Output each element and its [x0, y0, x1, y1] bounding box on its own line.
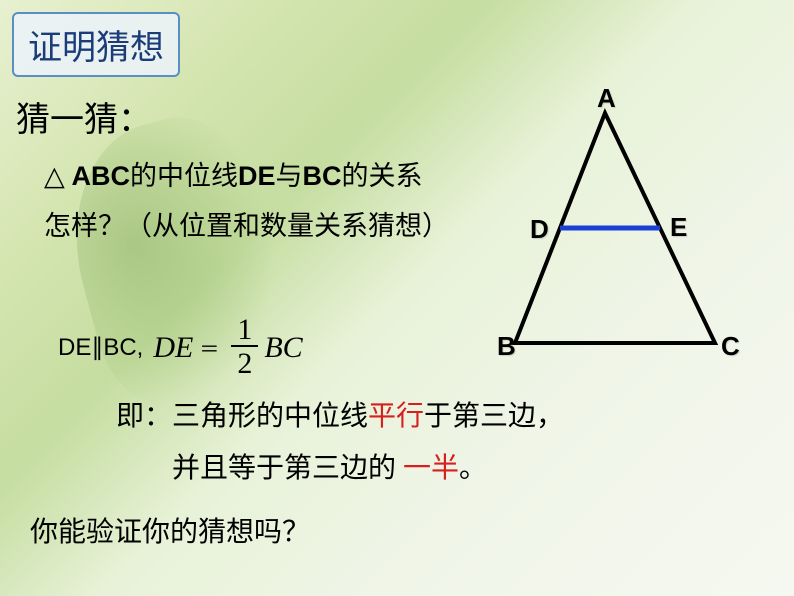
theorem1-red: 平行	[368, 401, 424, 432]
fraction-numerator: 1	[231, 315, 258, 347]
title-box: 证明猜想	[12, 12, 180, 77]
vertex-A: A	[597, 83, 616, 114]
formula-bc: BC	[264, 331, 302, 365]
vertex-C: C	[721, 331, 740, 362]
theorem2-red: 一半	[403, 453, 459, 484]
triangle-diagram: A B C D E	[500, 108, 750, 368]
text-mid1: 的中位线	[130, 161, 238, 191]
theorem2-post: 。	[459, 453, 487, 484]
vertex-B: B	[497, 331, 516, 362]
theorem1-pre: 即：三角形的中位线	[116, 401, 368, 432]
formula-de: DE	[153, 331, 193, 365]
tri-symbol: △	[44, 161, 72, 191]
midpoint-E: E	[670, 212, 687, 243]
theorem2-pre: 并且等于第三边的	[172, 453, 403, 484]
formula-lhs: DE∥BC,	[58, 333, 143, 362]
theorem1-post: 于第三边，	[424, 401, 564, 432]
formula: DE∥BC, DE ＝ 1 2 BC	[58, 315, 303, 380]
heading: 猜一猜：	[16, 92, 152, 141]
formula-fraction: 1 2	[231, 315, 258, 380]
fraction-denominator: 2	[231, 347, 258, 380]
de-label: DE	[238, 161, 276, 191]
midpoint-D: D	[530, 214, 549, 245]
theorem-line2: 并且等于第三边的 一半。	[172, 446, 487, 486]
text-mid2: 与	[276, 161, 303, 191]
title-text: 证明猜想	[28, 29, 164, 67]
bc-label: BC	[303, 161, 342, 191]
formula-eq: ＝	[199, 333, 219, 362]
problem-paragraph: △ ABC的中位线DE与BC的关系怎样？（从位置和数量关系猜想）	[44, 152, 444, 252]
verify-question: 你能验证你的猜想吗？	[30, 510, 310, 550]
theorem-line1: 即：三角形的中位线平行于第三边，	[116, 394, 564, 434]
abc-label: ABC	[72, 161, 131, 191]
